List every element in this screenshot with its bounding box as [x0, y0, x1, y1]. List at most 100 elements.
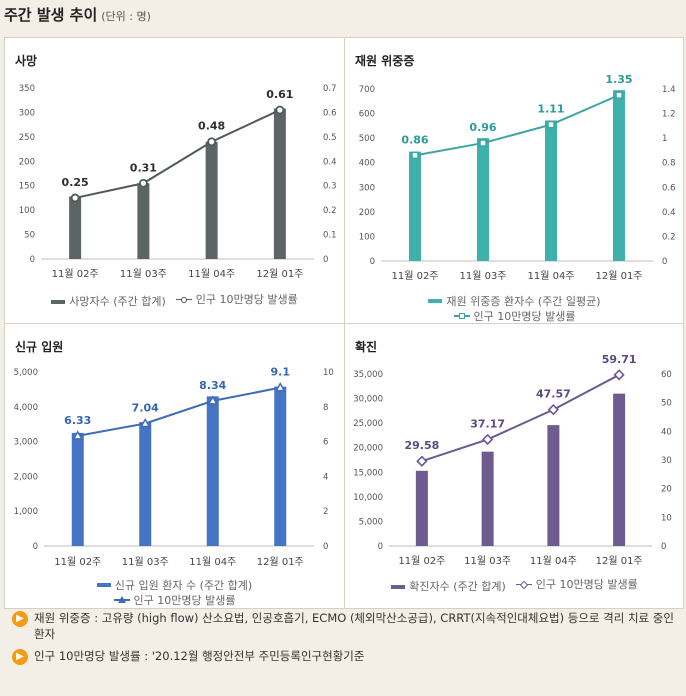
data-label: 0.48	[198, 120, 225, 133]
y-right-tick-label: 0.6	[323, 108, 337, 118]
y-left-tick-label: 0	[33, 542, 38, 552]
y-right-tick-label: 0.7	[323, 84, 337, 94]
bar	[139, 422, 152, 546]
y-right-tick-label: 0.4	[323, 157, 337, 167]
line-marker	[411, 151, 419, 160]
legend-bar-swatch	[428, 299, 443, 303]
note-item: ▶ 재원 위중증 : 고유량 (high flow) 산소요법, 인공호흡기, E…	[4, 610, 682, 642]
legend-bar: 신규 입원 환자 수 (주간 합계)	[96, 578, 252, 593]
y-left-tick-label: 2,000	[14, 472, 38, 482]
data-label: 0.25	[62, 176, 89, 189]
data-label: 59.71	[602, 353, 637, 366]
legend-bar: 재원 위중증 환자수 (주간 일평균)	[428, 294, 601, 309]
bar	[481, 451, 494, 546]
y-left-tick-label: 150	[19, 182, 35, 192]
chart-title: 신규 입원	[15, 340, 64, 354]
legend-line: 인구 10만명당 발생률	[515, 577, 638, 592]
speaker-icon: ▶	[12, 649, 28, 665]
legend-bar-label: 사망자수 (주간 합계)	[69, 295, 166, 308]
line-marker	[479, 139, 487, 147]
y-left-tick-label: 0	[370, 257, 375, 267]
line-marker	[274, 382, 286, 392]
data-label: 47.57	[536, 388, 571, 401]
data-label: 0.86	[401, 133, 428, 146]
y-right-tick-label: 20	[661, 485, 672, 495]
y-right-tick-label: 30	[661, 456, 672, 466]
x-tick-label: 11월 02주	[52, 268, 99, 280]
y-right-tick-label: 0.3	[323, 182, 337, 192]
y-right-tick-label: 2	[323, 507, 328, 517]
legend-bar-label: 확진자수 (주간 합계)	[409, 580, 506, 593]
series-line	[421, 373, 620, 463]
y-left-tick-label: 100	[19, 206, 35, 216]
y-left-tick-label: 100	[359, 232, 375, 242]
chart-legend: 신규 입원 환자 수 (주간 합계) 인구 10만명당 발생률	[5, 576, 344, 608]
line-marker	[547, 404, 560, 416]
x-tick-label: 12월 01주	[257, 556, 304, 568]
chart-legend: 재원 위중증 환자수 (주간 일평균) 인구 10만명당 발생률	[345, 292, 684, 324]
y-left-tick-label: 25,000	[353, 419, 383, 429]
bar	[477, 138, 489, 261]
chart-svg-severe: 0 100 200 300 400 500 600 700 0 0.2 0.4 0.6 0.8 1 1.2 1…	[359, 73, 676, 282]
y-left-tick-label: 3,000	[14, 438, 38, 448]
line-marker	[275, 105, 285, 115]
bar	[137, 183, 150, 259]
legend-bar-label: 재원 위중증 환자수 (주간 일평균)	[446, 294, 601, 308]
y-right-tick-label: 0.2	[662, 232, 676, 242]
y-left-tick-label: 5,000	[359, 517, 383, 527]
bar	[274, 386, 287, 546]
bar	[206, 396, 219, 546]
x-tick-label: 11월 04주	[189, 556, 236, 568]
y-right-tick-label: 0.5	[323, 133, 337, 143]
data-label: 8.34	[199, 379, 226, 392]
y-right-tick-label: 1.4	[662, 85, 676, 95]
legend-line-label: 인구 10만명당 발생률	[195, 293, 298, 306]
x-tick-label: 11월 03주	[122, 556, 169, 568]
bar	[69, 196, 82, 259]
y-right-tick-label: 6	[323, 438, 328, 448]
bar	[613, 90, 625, 261]
legend-bar: 확진자수 (주간 합계)	[391, 579, 506, 594]
y-left-tick-label: 10,000	[353, 493, 383, 503]
note-text: 인구 10만명당 발생률 : '20.12월 행정안전부 주민등록인구현황기준	[34, 649, 365, 663]
y-left-tick-label: 50	[24, 231, 35, 241]
series-line	[77, 386, 281, 437]
legend-line-label: 인구 10만명당 발생률	[473, 309, 576, 323]
speaker-icon: ▶	[12, 611, 28, 627]
series-line	[74, 109, 281, 199]
y-left-tick-label: 350	[19, 84, 35, 94]
line-marker	[613, 369, 625, 381]
chart-title: 재원 위중증	[355, 54, 415, 68]
y-right-tick-label: 10	[323, 368, 334, 378]
y-right-tick-label: 1.2	[662, 110, 676, 120]
x-tick-label: 12월 01주	[596, 555, 643, 567]
y-left-tick-label: 200	[19, 157, 35, 167]
data-label: 7.04	[132, 402, 159, 415]
y-left-tick-label: 250	[19, 133, 35, 143]
y-right-tick-label: 0.4	[662, 208, 676, 218]
legend-line: 인구 10만명당 발생률	[175, 292, 298, 307]
unit-label: (단위 : 명)	[101, 10, 151, 23]
legend-bar: 사망자수 (주간 합계)	[51, 294, 166, 309]
data-label: 6.33	[64, 414, 91, 427]
x-tick-label: 12월 01주	[595, 270, 642, 282]
x-tick-label: 11월 04주	[527, 270, 574, 282]
chart-panel-admissions: 신규 입원 0 1,000 2,000 3,000 4,000 5,000 0 2 4 6 8 10 1…	[5, 324, 344, 608]
legend-line-swatch	[515, 581, 532, 589]
line-marker	[207, 395, 219, 405]
y-left-tick-label: 500	[359, 134, 375, 144]
bar	[613, 393, 626, 546]
line-marker	[139, 417, 151, 428]
y-left-tick-label: 4,000	[14, 403, 38, 413]
line-marker	[72, 430, 84, 440]
notes-section: ▶ 재원 위중증 : 고유량 (high flow) 산소요법, 인공호흡기, E…	[4, 610, 682, 670]
note-text: 재원 위중증 : 고유량 (high flow) 산소요법, 인공호흡기, EC…	[34, 611, 674, 641]
line-marker	[547, 120, 555, 129]
legend-line-swatch	[175, 296, 192, 304]
line-marker	[615, 91, 623, 99]
page-title: 주간 발생 추이 (단위 : 명)	[4, 4, 151, 25]
x-tick-label: 11월 03주	[120, 268, 167, 280]
legend-line-swatch	[113, 596, 130, 604]
chart-legend: 확진자수 (주간 합계) 인구 10만명당 발생률	[345, 577, 684, 594]
line-marker	[70, 193, 80, 203]
